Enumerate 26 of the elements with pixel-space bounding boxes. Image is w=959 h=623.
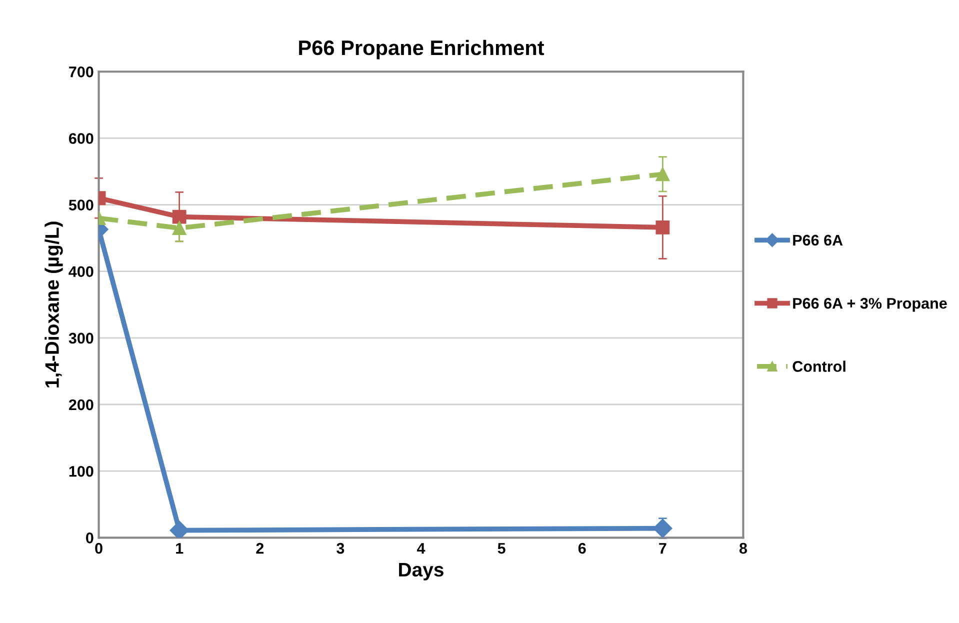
point bbox=[656, 167, 670, 182]
y-tick-label: 700 bbox=[69, 66, 94, 78]
legend-label: Control bbox=[792, 360, 846, 372]
y-tick-label: 500 bbox=[68, 200, 94, 210]
x-tick-label: 8 bbox=[739, 542, 748, 554]
y-tick-label: 600 bbox=[68, 133, 94, 144]
point bbox=[653, 518, 672, 538]
point bbox=[656, 220, 670, 234]
x-tick-label: 3 bbox=[336, 542, 344, 554]
y-tick-label: 0 bbox=[86, 532, 94, 544]
x-tick-label: 5 bbox=[498, 543, 506, 554]
x-axis-title: Days bbox=[399, 563, 444, 580]
x-tick-label: 6 bbox=[578, 542, 586, 554]
chart-title: P66 Propane Enrichment bbox=[299, 40, 544, 60]
x-tick-label: 7 bbox=[659, 543, 666, 554]
x-tick-label: 4 bbox=[416, 543, 426, 554]
y-axis-title: 1,4-Dioxane (µg/L) bbox=[44, 222, 63, 388]
y-tick-label: 200 bbox=[68, 399, 94, 410]
x-tick-label: 0 bbox=[95, 542, 102, 554]
y-tick-label: 400 bbox=[68, 266, 94, 278]
y-tick-label: 300 bbox=[68, 332, 94, 344]
x-tick-label: 2 bbox=[256, 542, 264, 554]
legend-label: P66 6A + 3% Propane bbox=[793, 298, 947, 312]
legend-label: P66 6A bbox=[793, 234, 843, 246]
x-tick-label: 1 bbox=[176, 543, 184, 554]
y-tick-label: 100 bbox=[69, 466, 94, 477]
